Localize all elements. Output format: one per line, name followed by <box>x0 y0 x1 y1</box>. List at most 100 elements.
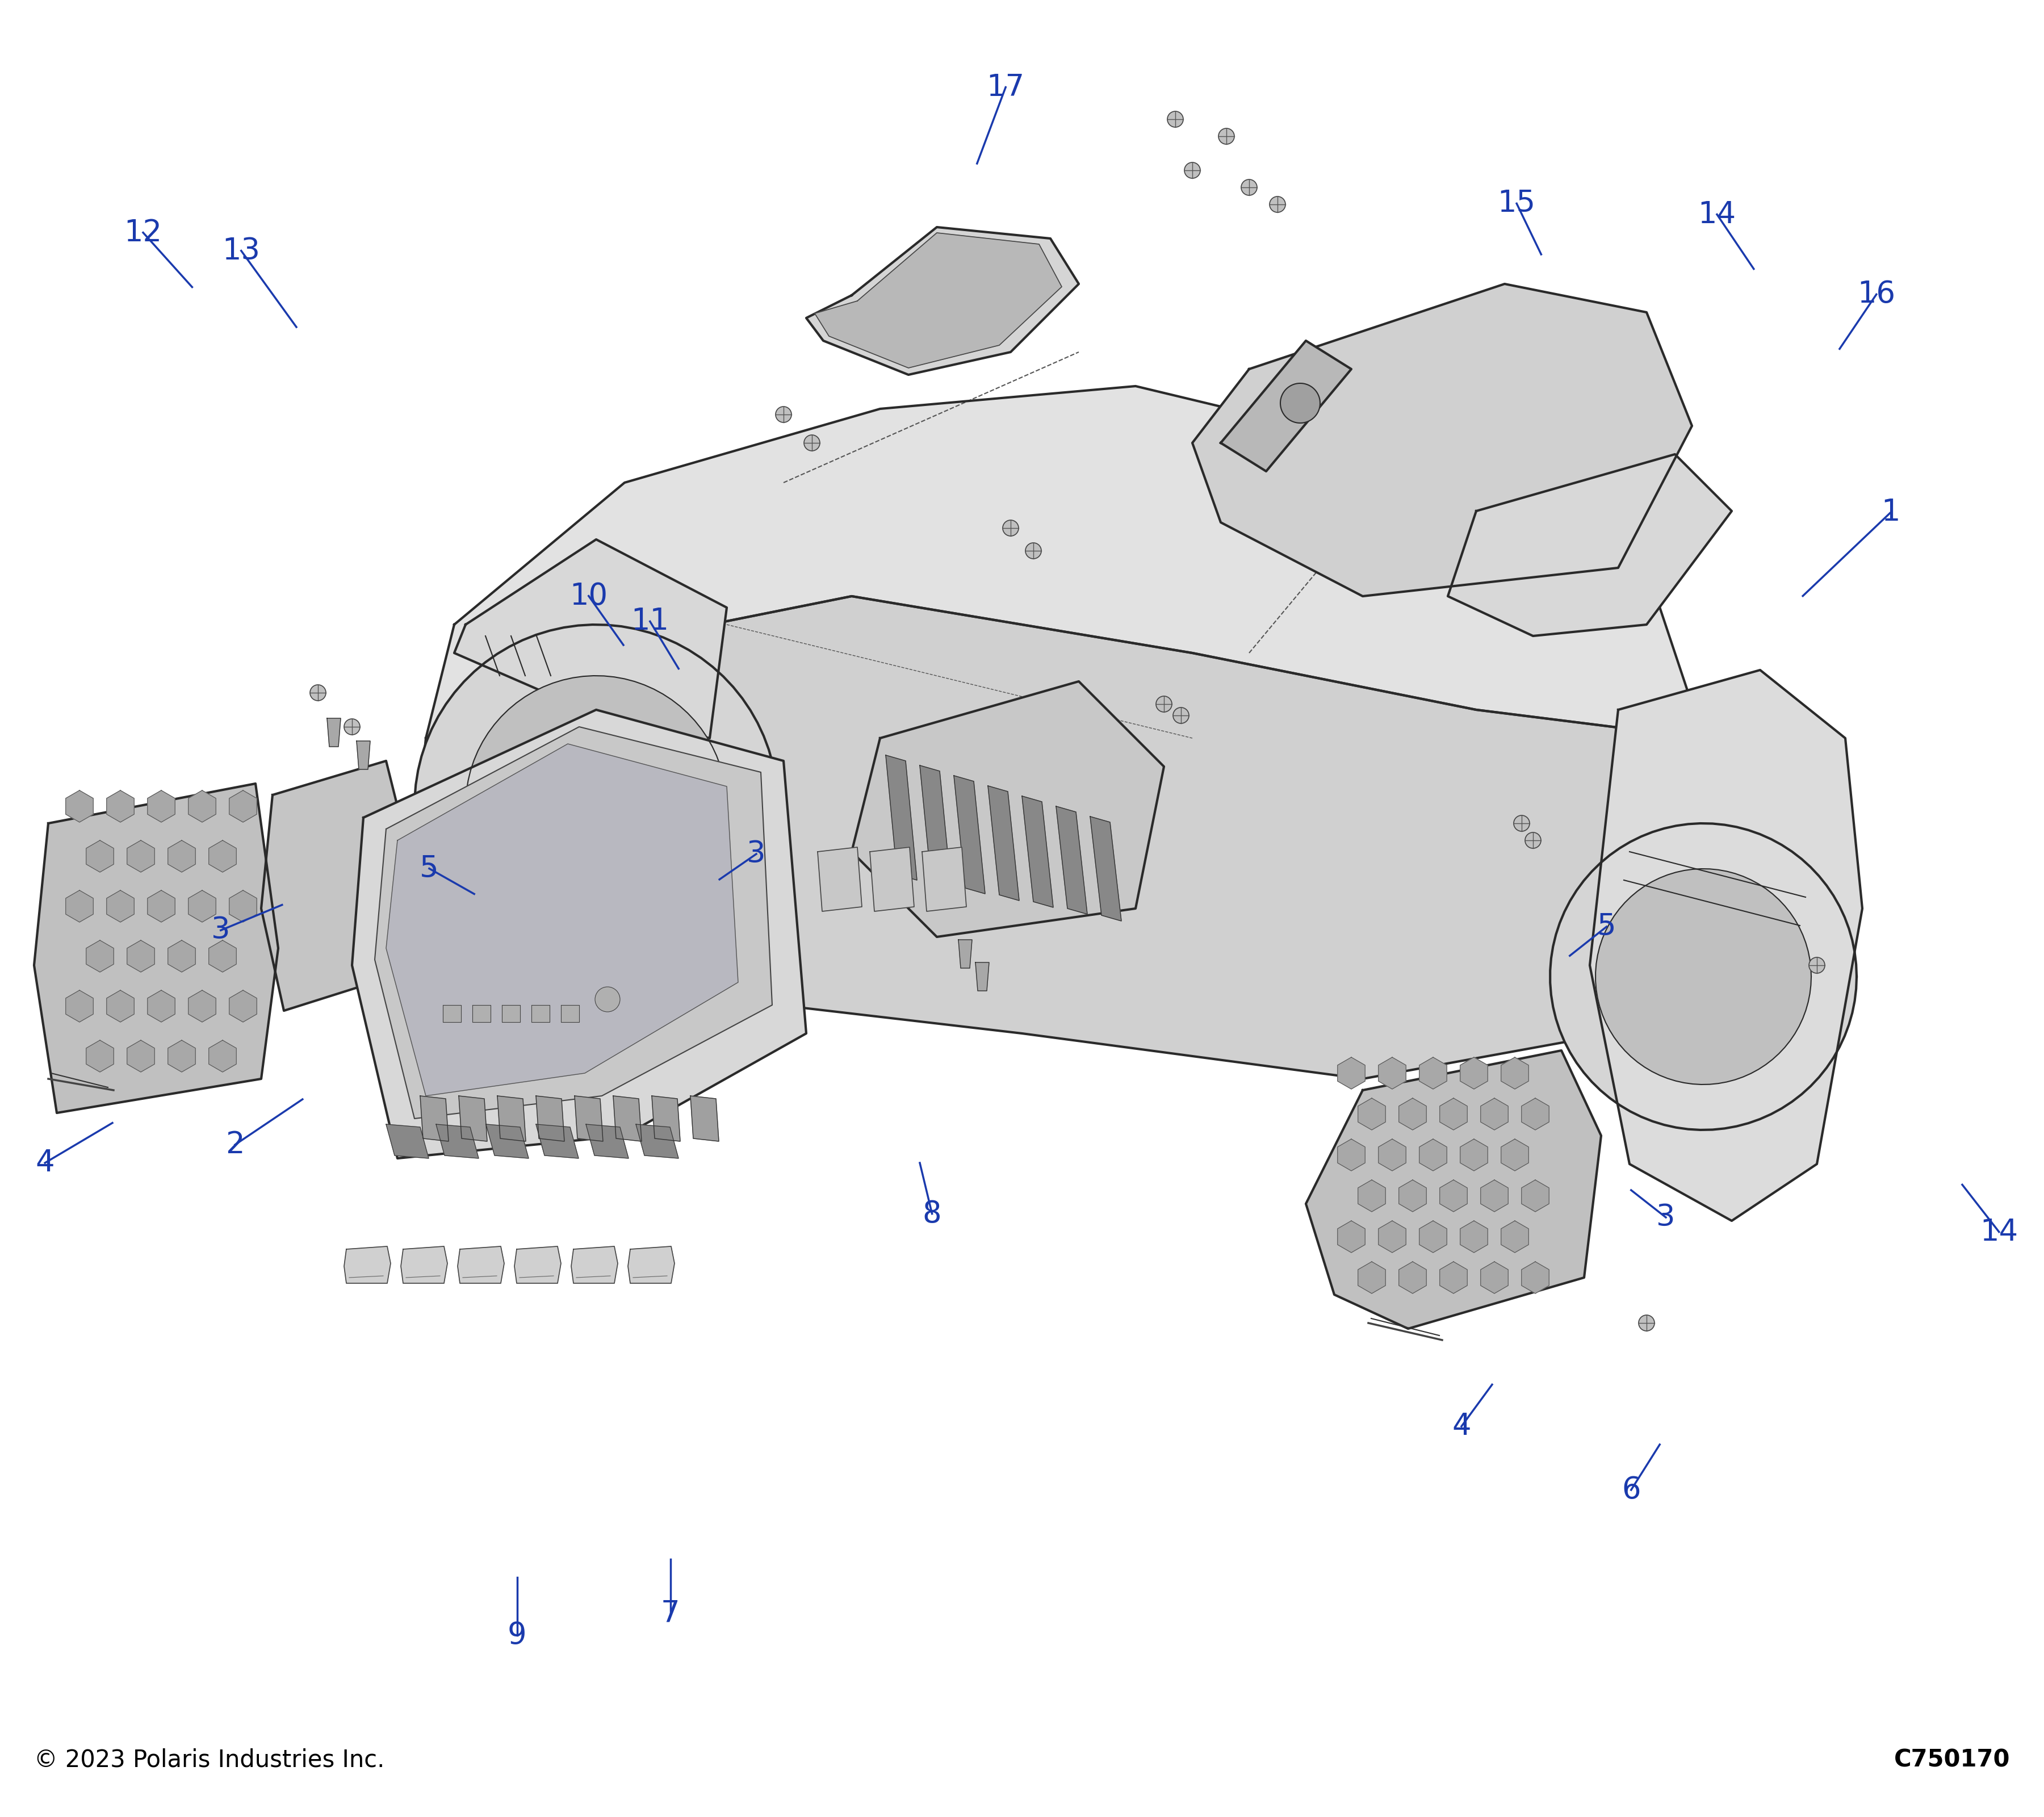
Polygon shape <box>127 839 155 872</box>
Text: 3: 3 <box>746 839 767 869</box>
Circle shape <box>1004 520 1018 536</box>
Polygon shape <box>1480 1261 1508 1294</box>
Polygon shape <box>1419 1221 1447 1252</box>
Polygon shape <box>343 1246 390 1283</box>
Text: 15: 15 <box>1498 189 1535 218</box>
Circle shape <box>1183 162 1200 178</box>
Polygon shape <box>1549 823 1856 1130</box>
Polygon shape <box>421 1096 448 1141</box>
Polygon shape <box>975 963 989 990</box>
Polygon shape <box>1590 670 1862 1221</box>
Text: 11: 11 <box>632 607 668 636</box>
Polygon shape <box>587 1125 630 1159</box>
Polygon shape <box>188 890 217 923</box>
Polygon shape <box>1439 1179 1468 1212</box>
Polygon shape <box>486 1125 529 1159</box>
Polygon shape <box>1674 738 1817 1136</box>
Polygon shape <box>327 718 341 747</box>
Polygon shape <box>458 1096 486 1141</box>
Polygon shape <box>1192 283 1692 596</box>
Polygon shape <box>466 676 728 938</box>
Polygon shape <box>262 761 409 1010</box>
Polygon shape <box>1089 816 1122 921</box>
Polygon shape <box>1447 454 1731 636</box>
Circle shape <box>343 720 360 734</box>
Polygon shape <box>208 941 237 972</box>
Polygon shape <box>1480 1097 1508 1130</box>
Polygon shape <box>401 1246 448 1283</box>
Text: 5: 5 <box>1596 912 1617 941</box>
Polygon shape <box>425 387 1703 738</box>
Polygon shape <box>352 710 805 1159</box>
Polygon shape <box>652 1096 681 1141</box>
Polygon shape <box>1357 1097 1386 1130</box>
Text: 1: 1 <box>1880 498 1901 527</box>
Circle shape <box>1269 196 1286 213</box>
Circle shape <box>803 434 820 451</box>
Polygon shape <box>35 783 278 1112</box>
Polygon shape <box>188 990 217 1021</box>
Circle shape <box>1515 816 1529 832</box>
Polygon shape <box>1480 1179 1508 1212</box>
Text: 12: 12 <box>125 218 161 247</box>
Polygon shape <box>229 890 258 923</box>
Polygon shape <box>1398 1097 1427 1130</box>
Circle shape <box>311 685 325 701</box>
Polygon shape <box>1398 1179 1427 1212</box>
Polygon shape <box>106 990 135 1021</box>
Polygon shape <box>1439 1261 1468 1294</box>
Polygon shape <box>1500 1139 1529 1170</box>
Polygon shape <box>570 1246 617 1283</box>
Polygon shape <box>188 790 217 821</box>
Polygon shape <box>415 625 779 988</box>
Text: 16: 16 <box>1858 280 1895 309</box>
Polygon shape <box>472 1005 491 1021</box>
Polygon shape <box>106 790 135 821</box>
Text: 9: 9 <box>507 1621 527 1650</box>
Polygon shape <box>922 847 967 912</box>
Circle shape <box>1218 129 1235 144</box>
Polygon shape <box>374 727 773 1119</box>
Polygon shape <box>636 1125 679 1159</box>
Text: 6: 6 <box>1621 1475 1641 1504</box>
Circle shape <box>775 407 791 422</box>
Polygon shape <box>1521 1097 1549 1130</box>
Circle shape <box>1809 958 1825 974</box>
Text: 8: 8 <box>922 1199 942 1228</box>
Polygon shape <box>852 681 1163 938</box>
Polygon shape <box>1500 1057 1529 1088</box>
Polygon shape <box>1220 342 1351 471</box>
Polygon shape <box>356 741 370 769</box>
Polygon shape <box>435 1125 478 1159</box>
Polygon shape <box>574 1096 603 1141</box>
Text: 14: 14 <box>1981 1217 2017 1246</box>
Polygon shape <box>444 1005 462 1021</box>
Polygon shape <box>818 847 863 912</box>
Polygon shape <box>168 839 196 872</box>
Polygon shape <box>1022 796 1053 907</box>
Circle shape <box>595 987 619 1012</box>
Polygon shape <box>65 990 94 1021</box>
Polygon shape <box>1439 1097 1468 1130</box>
Polygon shape <box>386 1125 429 1159</box>
Polygon shape <box>106 890 135 923</box>
Polygon shape <box>1337 1057 1365 1088</box>
Polygon shape <box>1306 1050 1600 1328</box>
Polygon shape <box>208 839 237 872</box>
Text: 4: 4 <box>35 1148 55 1177</box>
Polygon shape <box>691 1096 719 1141</box>
Polygon shape <box>208 1039 237 1072</box>
Polygon shape <box>1398 1261 1427 1294</box>
Polygon shape <box>147 990 176 1021</box>
Polygon shape <box>65 890 94 923</box>
Polygon shape <box>560 1005 578 1021</box>
Circle shape <box>1167 111 1183 127</box>
Circle shape <box>1241 180 1257 194</box>
Text: 4: 4 <box>1451 1412 1472 1441</box>
Polygon shape <box>959 939 973 968</box>
Polygon shape <box>458 1246 505 1283</box>
Polygon shape <box>1357 1179 1386 1212</box>
Polygon shape <box>805 227 1079 374</box>
Polygon shape <box>229 990 258 1021</box>
Circle shape <box>1639 1316 1654 1330</box>
